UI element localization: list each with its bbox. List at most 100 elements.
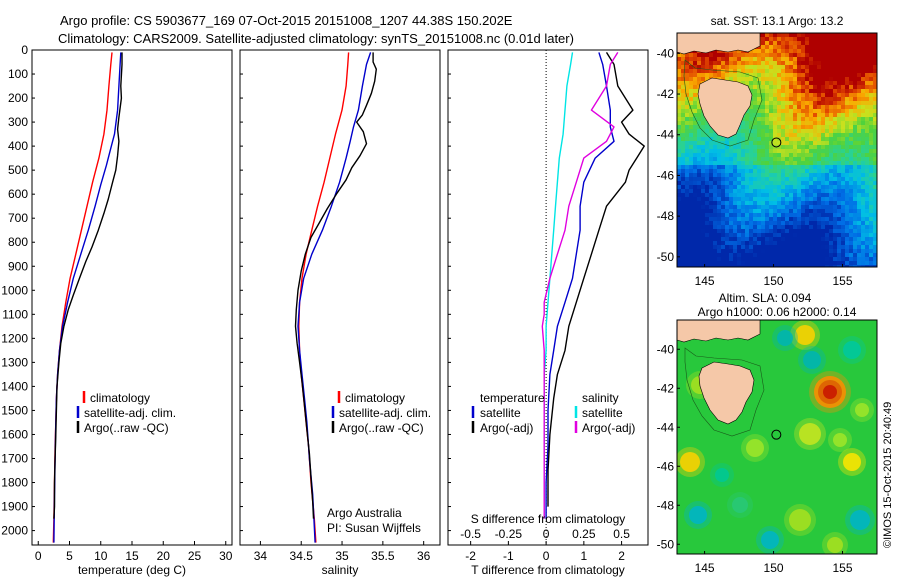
sst-cell <box>797 77 801 81</box>
sst-cell <box>685 245 689 249</box>
sst-cell <box>681 265 685 267</box>
sst-cell <box>789 161 793 165</box>
sst-cell <box>821 197 825 201</box>
sst-cell <box>753 221 757 225</box>
sst-cell <box>693 177 697 181</box>
sst-map-title: sat. SST: 13.1 Argo: 13.2 <box>711 14 844 28</box>
legend-label: Argo(-adj) <box>582 421 635 435</box>
sst-cell <box>853 225 857 229</box>
sst-cell <box>753 245 757 249</box>
sst-cell <box>741 117 745 121</box>
sst-cell <box>753 185 757 189</box>
sst-cell <box>761 217 765 221</box>
sst-cell <box>753 237 757 241</box>
sst-cell <box>745 185 749 189</box>
sst-cell <box>697 193 701 197</box>
sst-cell <box>849 173 853 177</box>
sst-cell <box>785 61 789 65</box>
sst-cell <box>757 53 761 57</box>
sst-cell <box>689 193 693 197</box>
sst-cell <box>789 245 793 249</box>
sst-cell <box>805 73 809 77</box>
sst-cell <box>801 125 805 129</box>
sst-cell <box>813 117 817 121</box>
sst-cell <box>833 165 837 169</box>
sst-cell <box>765 161 769 165</box>
sst-cell <box>813 137 817 141</box>
sst-cell <box>845 245 849 249</box>
sst-cell <box>817 181 821 185</box>
sst-cell <box>725 201 729 205</box>
sst-cell <box>689 93 693 97</box>
sst-cell <box>801 149 805 153</box>
sst-cell <box>845 237 849 241</box>
sst-cell <box>813 233 817 237</box>
sst-cell <box>705 177 709 181</box>
sst-cell <box>737 161 741 165</box>
sst-cell <box>845 201 849 205</box>
sst-cell <box>777 177 781 181</box>
sst-cell <box>801 185 805 189</box>
sst-cell <box>829 129 833 133</box>
sst-cell <box>693 161 697 165</box>
sst-cell <box>721 217 725 221</box>
sst-cell <box>801 249 805 253</box>
sst-cell <box>697 65 701 69</box>
sst-cell <box>861 229 865 233</box>
sst-cell <box>753 217 757 221</box>
sla-map-frame <box>676 319 878 555</box>
sst-cell <box>705 229 709 233</box>
sst-cell <box>869 125 873 129</box>
sst-cell <box>773 53 777 57</box>
sst-cell <box>821 113 825 117</box>
sst-cell <box>789 169 793 173</box>
sst-cell <box>853 65 857 69</box>
sst-cell <box>709 169 713 173</box>
sst-cell <box>809 153 813 157</box>
sst-cell <box>865 173 869 177</box>
sst-cell <box>805 157 809 161</box>
sst-cell <box>805 161 809 165</box>
sst-cell <box>865 85 869 89</box>
sst-cell <box>709 65 713 69</box>
sst-cell <box>709 129 713 133</box>
sst-cell <box>849 201 853 205</box>
sst-cell <box>817 245 821 249</box>
sst-cell <box>769 253 773 257</box>
sst-cell <box>869 97 873 101</box>
sst-cell <box>809 233 813 237</box>
sst-cell <box>805 249 809 253</box>
sst-cell <box>777 125 781 129</box>
sst-cell <box>873 113 877 117</box>
sst-cell <box>869 117 873 121</box>
sst-cell <box>753 209 757 213</box>
sst-cell <box>701 265 705 267</box>
sst-cell <box>789 117 793 121</box>
sst-cell <box>793 141 797 145</box>
sst-cell <box>833 81 837 85</box>
sst-cell <box>873 245 877 249</box>
sst-cell <box>749 161 753 165</box>
sst-cell <box>741 137 745 141</box>
sla-anomaly <box>823 385 837 399</box>
sst-cell <box>749 89 753 93</box>
sst-cell <box>769 245 773 249</box>
sst-cell <box>773 45 777 49</box>
sst-cell <box>753 49 757 53</box>
sst-cell <box>865 153 869 157</box>
sst-cell <box>825 157 829 161</box>
sst-cell <box>773 177 777 181</box>
sst-cell <box>853 101 857 105</box>
sst-cell <box>837 145 841 149</box>
sst-cell <box>857 109 861 113</box>
sst-cell <box>773 217 777 221</box>
sst-cell <box>777 57 781 61</box>
sst-cell <box>761 37 765 41</box>
sst-cell <box>729 229 733 233</box>
sst-cell <box>825 193 829 197</box>
sst-cell <box>833 77 837 81</box>
sst-cell <box>829 221 833 225</box>
sst-cell <box>829 61 833 65</box>
sst-cell <box>789 137 793 141</box>
map-y-tick-label: -40 <box>657 46 675 60</box>
